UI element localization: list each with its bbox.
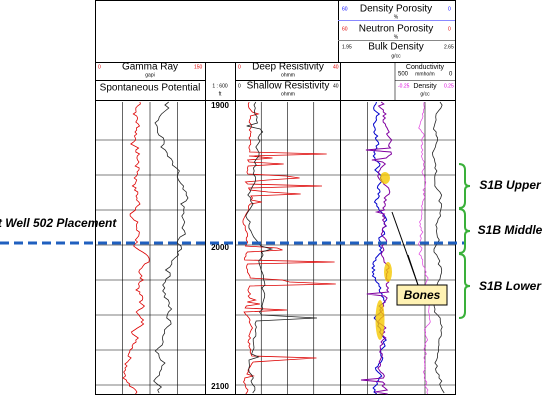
header-title: Bulk Density (368, 42, 424, 53)
scale-right: 0.25 (444, 83, 454, 89)
unit: ohmm (281, 91, 295, 97)
header-title: Spontaneous Potential (100, 83, 201, 94)
scale-right: 2.65 (444, 44, 454, 50)
scale-left: 500 (398, 72, 409, 78)
porosity-fill (380, 172, 390, 184)
unit: g/cc (420, 91, 430, 97)
frame (95, 0, 456, 395)
scale-right: 40 (333, 64, 339, 70)
scale-ratio: 1 : 600 (212, 83, 228, 89)
porosity-fill (375, 300, 385, 340)
scale-right: 40 (333, 83, 339, 89)
header-title: Conductivity (406, 64, 445, 71)
header-title: Neutron Porosity (359, 24, 433, 35)
unit: gapi (145, 72, 154, 78)
header-title: Shallow Resistivity (247, 81, 330, 92)
zone-braces (458, 163, 471, 319)
porosity-fill (384, 262, 392, 282)
zone-label: S1B Lower (479, 279, 542, 293)
scale-left: 0 (98, 64, 101, 70)
zone-label: S1B Upper (479, 178, 542, 192)
unit: % (394, 14, 399, 20)
log-curve (242, 101, 336, 395)
header-title: Deep Resistivity (252, 62, 324, 73)
zone-label: S1B Middle (478, 223, 543, 237)
unit: g/cc (391, 53, 401, 59)
depth-label: 1900 (211, 101, 229, 110)
depth-label: 2100 (211, 382, 229, 391)
unit: mmho/m (415, 71, 434, 77)
scale-left: 60 (342, 6, 348, 12)
unit: ft (219, 91, 222, 97)
scale-left: -0.25 (398, 83, 410, 89)
scale-left: 1.95 (342, 44, 352, 50)
log-curves (95, 101, 455, 395)
scale-right: 0 (449, 72, 453, 78)
log-curve (153, 101, 189, 394)
callout-label: Bones (404, 288, 441, 302)
log-curve (431, 101, 445, 394)
scale-left: 0 (238, 83, 241, 89)
depth-label: 2000 (211, 243, 229, 252)
log-curve (417, 101, 431, 395)
log-curve (360, 101, 393, 395)
header-title: Gamma Ray (122, 62, 178, 73)
log-curve (122, 101, 150, 395)
scale-left: 60 (342, 26, 348, 32)
unit: ohmm (281, 72, 295, 78)
log-curve (245, 101, 318, 394)
callout-arrows (391, 211, 419, 286)
scale-right: 150 (194, 64, 203, 70)
scale-right: 0 (448, 6, 451, 12)
placement-label: Test Well 502 Placement (0, 216, 117, 230)
callout-box (396, 284, 448, 306)
unit: % (394, 34, 399, 40)
scale-right: 0 (448, 26, 451, 32)
header-title: Density Porosity (360, 4, 432, 15)
scale-left: 0 (238, 64, 241, 70)
header-title: Density (413, 83, 437, 90)
